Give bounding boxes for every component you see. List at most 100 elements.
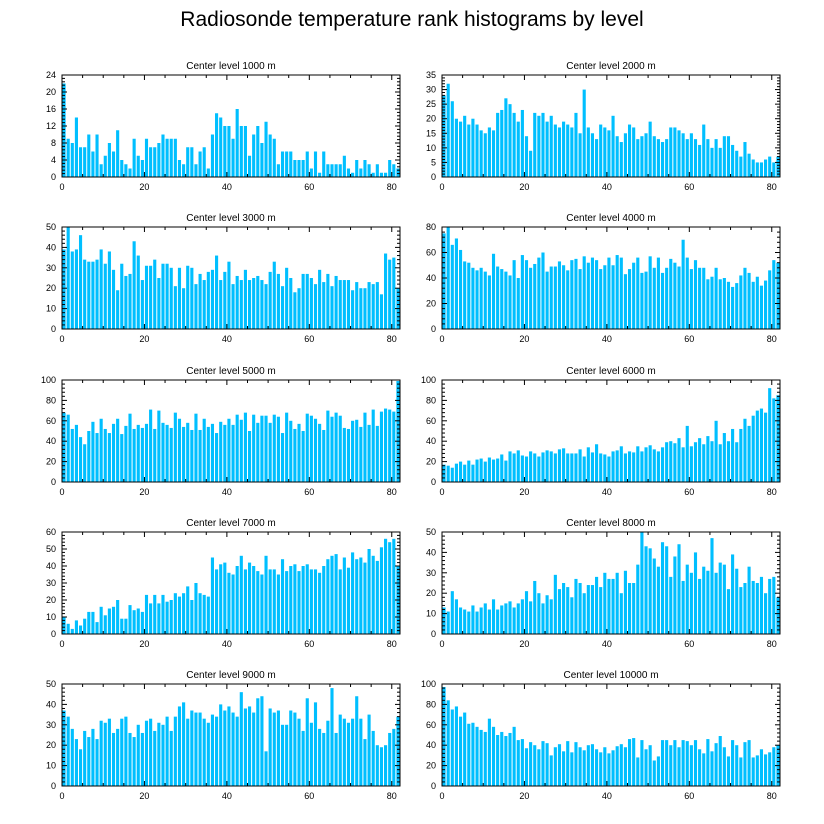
histogram-bar [623,133,627,177]
histogram-bar [599,587,603,634]
histogram-bar [656,257,660,329]
histogram-bar [280,559,285,634]
histogram-bar [541,603,545,634]
histogram-bar [702,753,706,786]
histogram-bar [95,739,99,786]
histogram-bar [322,566,326,634]
histogram-bar [326,410,330,482]
histogram-bar [768,270,772,329]
histogram-bar [206,596,210,634]
histogram-bar [755,583,759,634]
histogram-bar [289,278,293,329]
histogram-bar [710,538,714,634]
y-tick-label: 20 [46,595,56,605]
histogram-bar [173,412,177,482]
x-tick-label: 80 [767,487,777,497]
histogram-bar [615,255,619,329]
histogram-bar [586,585,590,634]
histogram-bar [153,259,157,329]
y-tick-label: 60 [426,720,436,730]
histogram-bar [689,572,693,634]
histogram-bar [627,739,632,786]
histogram-bar [504,460,508,482]
histogram-bar [169,600,173,634]
histogram-bar [182,164,186,177]
histogram-bar [524,591,529,634]
histogram-bar [144,720,149,786]
histogram-bar [301,273,305,329]
histogram-bar [743,142,747,177]
histogram-bar [62,249,66,329]
histogram-bar [640,740,644,786]
histogram-bar [603,747,607,786]
histogram-bar [619,142,623,177]
histogram-bar [557,449,562,482]
y-tick-label: 8 [51,138,56,148]
histogram-bar [533,580,537,634]
histogram-bar [475,124,479,177]
histogram-bar [735,745,739,786]
histogram-bar [78,235,83,329]
x-tick-label: 0 [439,639,444,649]
histogram-bar [285,267,289,329]
histogram-bar [157,722,161,786]
histogram-bar [371,284,375,329]
histogram-bar [611,578,615,634]
histogram-bar [173,286,177,329]
histogram-bar [355,559,359,634]
histogram-bar [673,556,677,634]
histogram-bar [471,722,475,786]
histogram-bar [231,574,235,634]
histogram-bar [496,266,500,329]
histogram-bar [301,160,305,177]
y-tick-label: 50 [46,679,56,689]
histogram-bar [239,280,243,329]
histogram-bar [318,728,322,786]
histogram-bar [685,564,689,634]
histogram-bar [623,747,627,786]
histogram-bar [648,256,652,329]
histogram-bar [516,278,520,329]
histogram-bar [223,424,227,482]
histogram-bar [256,126,260,177]
histogram-bar [689,745,693,786]
plot-frame [441,379,781,483]
histogram-bar [140,160,144,177]
histogram-bar [91,261,95,329]
histogram-bar [363,288,367,329]
histogram-bar [157,603,161,634]
histogram-bar [549,599,553,634]
histogram-bar [607,130,611,177]
histogram-bar [190,267,194,329]
histogram-bar [120,618,124,634]
histogram-bar [144,265,149,329]
histogram-bar [496,735,500,786]
histogram-bar [751,415,755,482]
histogram-bar [326,559,330,634]
histogram-bar [689,269,693,329]
histogram-bar [755,410,759,482]
histogram-bar [751,580,755,634]
histogram-bar [165,138,169,177]
histogram-bar [210,423,215,482]
histogram-bar [289,420,293,482]
histogram-bar [747,153,751,177]
histogram-bar [182,426,186,482]
histogram-bar [549,451,553,482]
histogram-bar [111,732,116,786]
histogram-bar [91,421,95,482]
y-tick-label: 5 [431,157,436,167]
histogram-bar [371,409,375,482]
histogram-bar [603,572,607,634]
histogram-bar [722,747,726,786]
histogram-bar [755,162,759,177]
histogram-bar [619,446,623,482]
histogram-bar [363,160,367,177]
histogram-bar [574,578,578,634]
histogram-bar [330,688,334,786]
histogram-bar [718,147,722,177]
histogram-bar [524,748,529,786]
histogram-bar [388,259,392,329]
histogram-bar [256,422,260,482]
